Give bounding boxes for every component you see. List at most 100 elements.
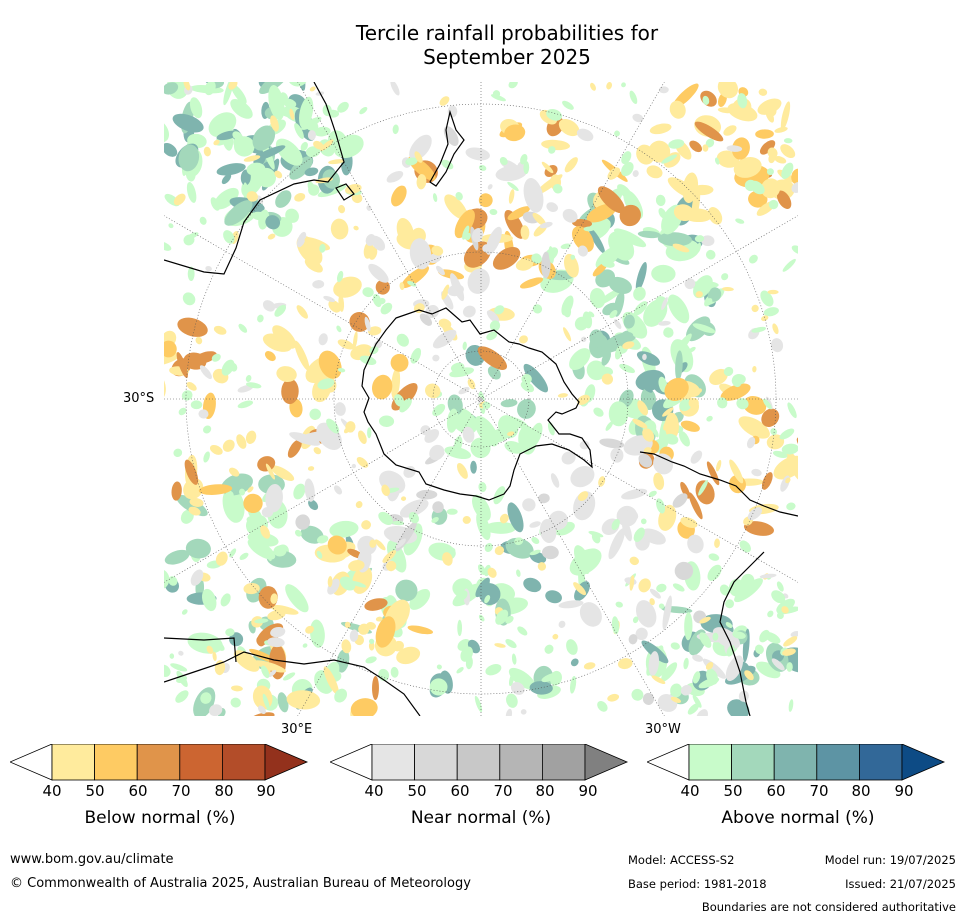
probability-patch <box>487 366 501 380</box>
probability-patch <box>570 254 576 260</box>
probability-patch <box>679 398 692 412</box>
probability-patch <box>698 479 708 496</box>
probability-patch <box>786 450 798 482</box>
probability-patch <box>507 206 531 221</box>
probability-patch <box>662 407 674 417</box>
probability-patch <box>744 670 754 681</box>
colorbar-segment <box>51 743 95 781</box>
probability-patch <box>375 279 390 295</box>
probability-patch <box>352 331 358 350</box>
probability-patch <box>781 606 789 614</box>
probability-patch <box>614 345 623 360</box>
probability-patch <box>462 341 467 351</box>
probability-patch <box>304 478 315 502</box>
probability-patch <box>431 516 439 523</box>
probability-patch <box>675 350 683 381</box>
probability-patch <box>541 251 551 279</box>
probability-patch <box>494 305 505 315</box>
probability-patch <box>168 223 174 229</box>
probability-patch <box>638 453 653 468</box>
probability-patch <box>409 238 432 270</box>
probability-patch <box>355 500 363 509</box>
probability-patch <box>510 682 525 695</box>
probability-patch <box>723 366 734 376</box>
probability-patch <box>348 560 365 572</box>
probability-patch <box>333 485 343 495</box>
probability-patch <box>199 216 207 225</box>
probability-patch <box>458 590 468 601</box>
probability-patch <box>253 145 286 161</box>
probability-patch <box>229 548 237 558</box>
probability-patch <box>307 181 316 195</box>
probability-patch <box>358 430 367 444</box>
probability-patch <box>403 466 416 478</box>
tick: 80 <box>535 782 555 800</box>
probability-patch <box>648 651 660 676</box>
probability-patch <box>462 305 476 318</box>
probability-patch <box>446 508 458 515</box>
probability-patch <box>601 259 615 268</box>
probability-patch <box>562 208 578 223</box>
probability-patch <box>444 194 468 220</box>
probability-patch <box>515 258 534 271</box>
probability-patch <box>274 304 287 317</box>
probability-patch <box>230 697 241 708</box>
probability-patch <box>462 225 470 240</box>
probability-patch <box>407 625 434 635</box>
colorbar-below-normal-label: Below normal (%) <box>84 808 236 828</box>
probability-patch <box>678 431 690 447</box>
probability-patch <box>262 300 276 312</box>
probability-patch <box>318 350 342 379</box>
probability-patch <box>500 399 518 408</box>
probability-patch <box>702 95 710 105</box>
probability-patch <box>309 86 316 92</box>
probability-patch <box>203 425 212 434</box>
probability-patch <box>531 253 542 264</box>
probability-patch <box>632 170 639 177</box>
probability-patch <box>726 645 735 657</box>
probability-patch <box>767 610 774 618</box>
probability-patch <box>764 631 781 644</box>
probability-patch <box>546 108 563 121</box>
colorbar-extend-min <box>328 743 373 781</box>
probability-patch <box>763 307 779 317</box>
tick: 80 <box>851 782 871 800</box>
probability-patch <box>432 193 438 203</box>
probability-patch <box>680 517 698 528</box>
antarctica-coast <box>361 307 593 501</box>
probability-patch <box>407 280 417 287</box>
probability-patch <box>761 315 769 322</box>
probability-patch <box>621 82 626 88</box>
probability-patch <box>705 138 715 148</box>
probability-patch <box>456 667 464 674</box>
new-zealand <box>429 109 465 187</box>
probability-patch <box>765 108 775 123</box>
probability-shading <box>164 82 798 716</box>
probability-patch <box>696 388 702 394</box>
probability-patch <box>706 668 718 685</box>
probability-patch <box>233 650 260 672</box>
probability-patch <box>780 144 796 159</box>
probability-patch <box>712 632 719 641</box>
probability-patch <box>595 269 616 288</box>
probability-patch <box>177 317 208 337</box>
probability-patch <box>198 409 209 419</box>
probability-patch <box>312 280 325 289</box>
probability-patch <box>751 326 767 333</box>
colorbar-segment <box>221 743 266 781</box>
probability-patch <box>454 209 475 239</box>
probability-patch <box>234 136 255 157</box>
probability-patch <box>758 88 768 96</box>
probability-patch <box>195 336 203 345</box>
probability-patch <box>760 290 774 307</box>
probability-patch <box>429 444 445 461</box>
probability-patch <box>508 82 518 89</box>
probability-patch <box>446 408 459 433</box>
colorbar-extend-max <box>584 743 629 781</box>
probability-patch <box>181 390 193 401</box>
tasmania <box>335 183 355 201</box>
probability-patch <box>541 139 570 151</box>
probability-patch <box>653 453 674 475</box>
probability-patch <box>672 493 688 508</box>
probability-patch <box>222 439 235 452</box>
